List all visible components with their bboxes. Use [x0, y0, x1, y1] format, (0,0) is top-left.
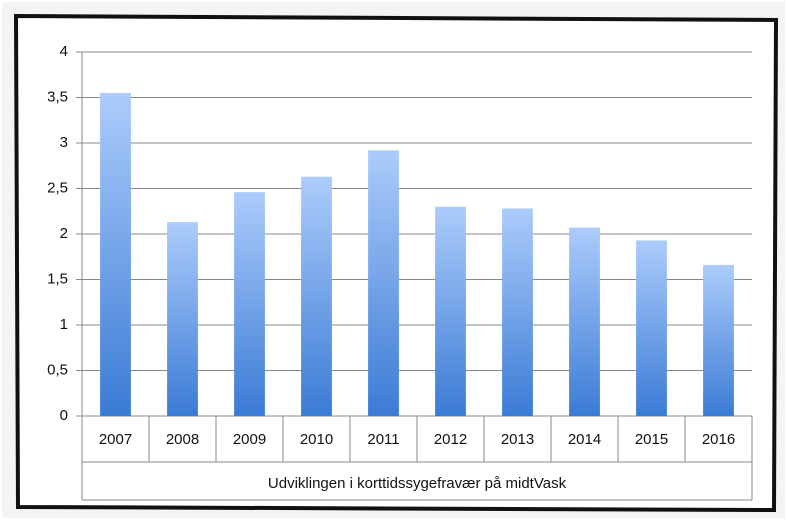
bar [100, 92, 131, 416]
x-tick-label: 2012 [434, 431, 467, 448]
bar [368, 150, 399, 416]
bar [301, 176, 332, 416]
x-tick-label: 2014 [568, 431, 601, 448]
bar [167, 222, 198, 416]
y-tick-label: 3 [60, 134, 68, 151]
x-tick-label: 2011 [367, 431, 399, 448]
y-tick-label: 2,5 [47, 179, 68, 196]
y-tick-label: 0,5 [47, 361, 68, 378]
bar [703, 264, 734, 416]
y-tick-label: 1 [60, 316, 68, 333]
y-tick-label: 4 [60, 43, 68, 60]
y-tick-label: 3,5 [47, 88, 68, 105]
x-tick-label: 2010 [300, 431, 333, 448]
y-tick-label: 1,5 [47, 270, 68, 287]
bar [435, 206, 466, 416]
x-tick-label: 2013 [501, 431, 534, 448]
x-tick-label: 2007 [99, 431, 132, 448]
x-tick-label: 2016 [702, 431, 735, 448]
bar [502, 208, 533, 416]
x-tick-label: 2009 [233, 431, 266, 448]
bar [636, 240, 667, 416]
x-axis-title: Udviklingen i korttidssygefravær på midt… [268, 475, 567, 492]
x-tick-label: 2008 [166, 431, 199, 448]
y-tick-label: 2 [60, 225, 68, 242]
x-tick-label: 2015 [635, 431, 668, 448]
y-tick-label: 0 [60, 407, 68, 424]
bar [234, 192, 265, 416]
bar [569, 227, 600, 416]
